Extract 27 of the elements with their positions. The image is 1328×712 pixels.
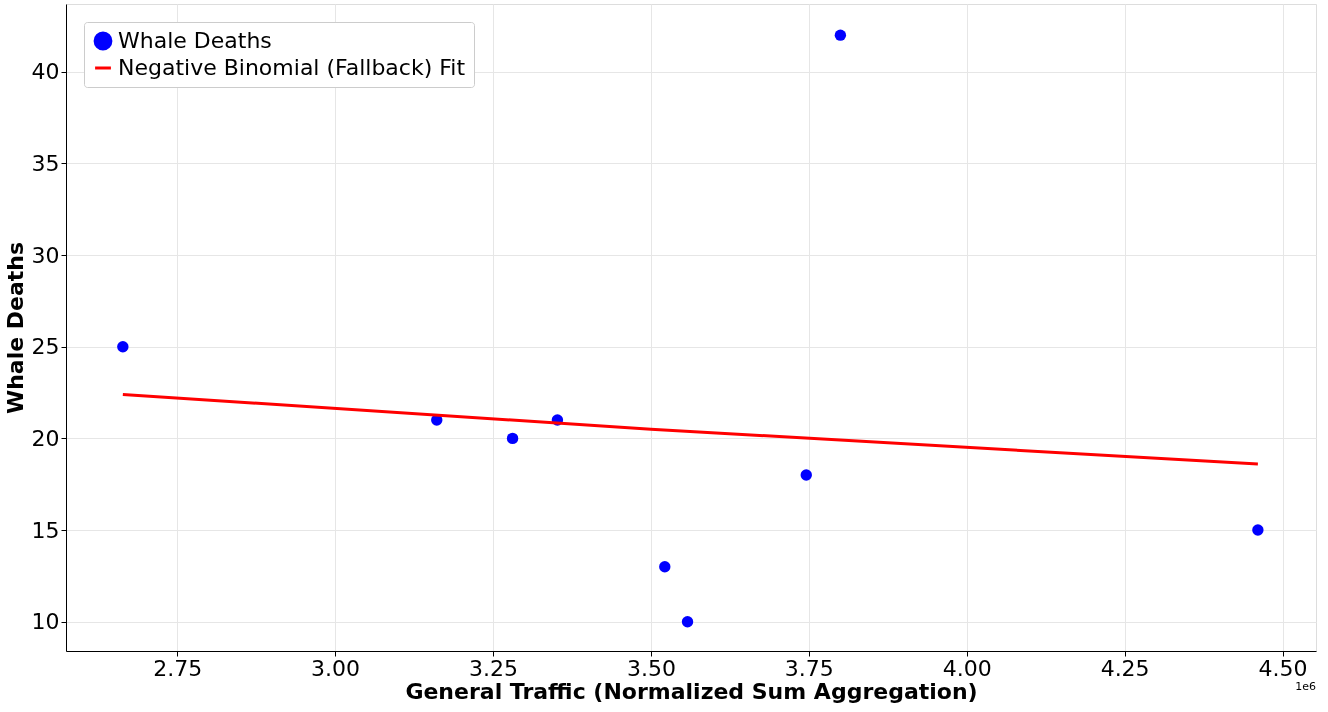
y-axis-title: Whale Deaths [2,241,28,415]
point [659,561,671,573]
point [681,615,694,628]
text: 1e6 [1295,680,1316,693]
y-tick-label: 30 [31,242,60,268]
x-tick-label: 4.50 [1258,655,1308,681]
y-tick-label: 40 [31,59,60,85]
y-tick-label: 10 [31,609,60,635]
legend-label: Negative Binomial (Fallback) Fit [118,55,466,80]
y-tick-label: 20 [31,425,60,451]
point [117,341,129,353]
y-tick-label: 35 [31,150,60,176]
x-tick-label: 3.25 [468,655,518,681]
x-tick-label: 4.00 [942,655,992,681]
point [800,469,812,481]
x-tick-label: 3.75 [784,655,834,681]
point [506,432,519,445]
point [1252,524,1264,536]
legend-label: Whale Deaths [118,28,272,53]
x-tick-label: 3.00 [311,655,361,681]
x-tick-label: 4.25 [1100,655,1150,681]
y-tick-label: 25 [31,334,60,360]
x-tick-label: 3.50 [626,655,676,681]
point [834,29,847,41]
y-tick-label: 15 [31,517,60,543]
x-tick-label: 2.75 [153,655,203,681]
x-axis-title: General Traffic (Normalized Sum Aggregation) [405,678,978,704]
